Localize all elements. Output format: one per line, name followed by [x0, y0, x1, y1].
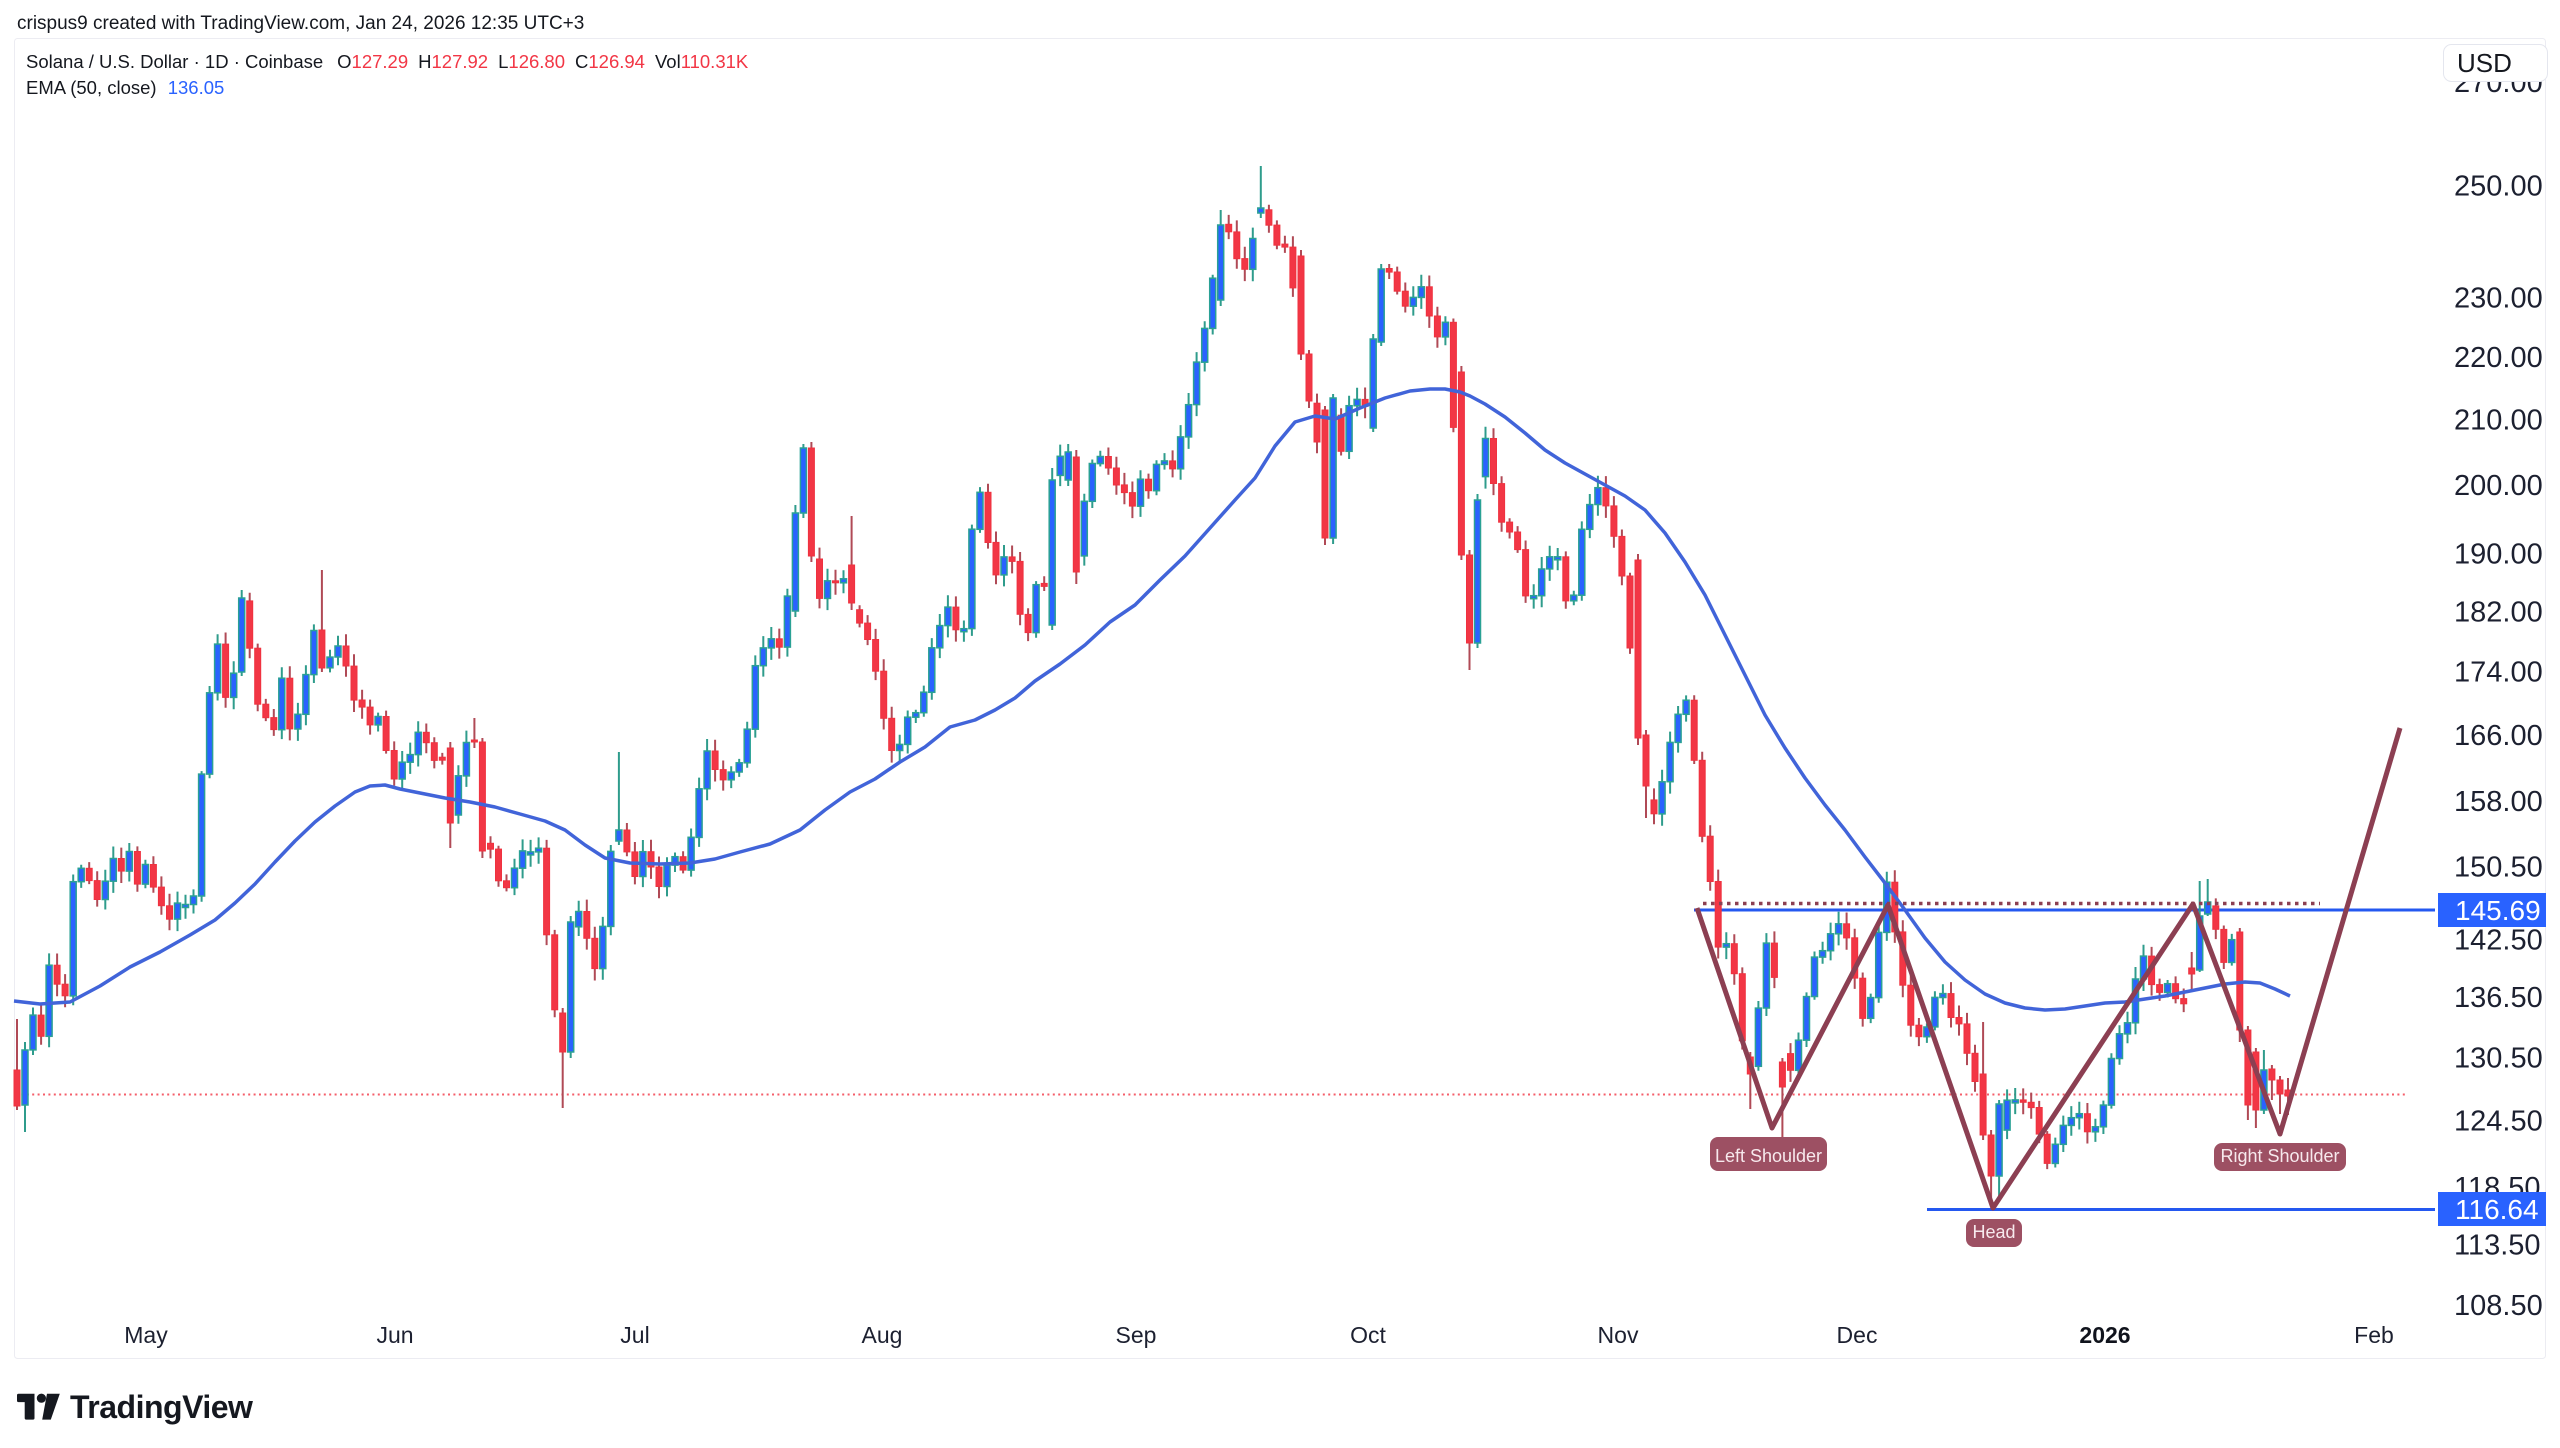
svg-text:EMA (50, close) 136.05: EMA (50, close) 136.05	[26, 77, 224, 98]
svg-text:May: May	[124, 1322, 168, 1348]
svg-text:Feb: Feb	[2354, 1322, 2394, 1348]
svg-text:Jun: Jun	[376, 1322, 413, 1348]
svg-text:220.00: 220.00	[2454, 342, 2543, 374]
svg-text:200.00: 200.00	[2454, 470, 2543, 502]
svg-text:108.50: 108.50	[2454, 1290, 2543, 1322]
svg-text:crispus9 created with TradingV: crispus9 created with TradingView.com, J…	[17, 13, 584, 34]
svg-text:210.00: 210.00	[2454, 404, 2543, 436]
svg-text:230.00: 230.00	[2454, 282, 2543, 314]
svg-text:2026: 2026	[2079, 1322, 2130, 1348]
svg-text:Sep: Sep	[1116, 1322, 1157, 1348]
svg-text:150.50: 150.50	[2454, 851, 2543, 883]
svg-text:USD: USD	[2457, 48, 2512, 78]
svg-text:158.00: 158.00	[2454, 786, 2543, 818]
svg-text:TradingView: TradingView	[70, 1389, 253, 1425]
svg-text:Nov: Nov	[1598, 1322, 1639, 1348]
svg-text:Right Shoulder: Right Shoulder	[2220, 1146, 2339, 1166]
svg-text:124.50: 124.50	[2454, 1106, 2543, 1138]
svg-text:250.00: 250.00	[2454, 171, 2543, 203]
svg-text:Jul: Jul	[620, 1322, 649, 1348]
svg-text:136.50: 136.50	[2454, 982, 2543, 1014]
svg-text:130.50: 130.50	[2454, 1043, 2543, 1075]
svg-text:Dec: Dec	[1837, 1322, 1878, 1348]
svg-text:182.00: 182.00	[2454, 596, 2543, 628]
svg-text:166.00: 166.00	[2454, 720, 2543, 752]
svg-text:113.50: 113.50	[2454, 1230, 2541, 1262]
svg-text:Oct: Oct	[1350, 1322, 1386, 1348]
svg-text:142.50: 142.50	[2454, 925, 2543, 957]
svg-text:Aug: Aug	[862, 1322, 903, 1348]
svg-text:174.00: 174.00	[2454, 657, 2543, 689]
svg-text:145.69: 145.69	[2455, 895, 2541, 926]
svg-text:116.64: 116.64	[2455, 1194, 2539, 1225]
svg-text:Solana / U.S. Dollar · 1D · Co: Solana / U.S. Dollar · 1D · Coinbase O127…	[26, 51, 749, 72]
svg-text:190.00: 190.00	[2454, 539, 2543, 571]
svg-text:Left Shoulder: Left Shoulder	[1715, 1146, 1822, 1166]
svg-text:Head: Head	[1972, 1222, 2015, 1242]
